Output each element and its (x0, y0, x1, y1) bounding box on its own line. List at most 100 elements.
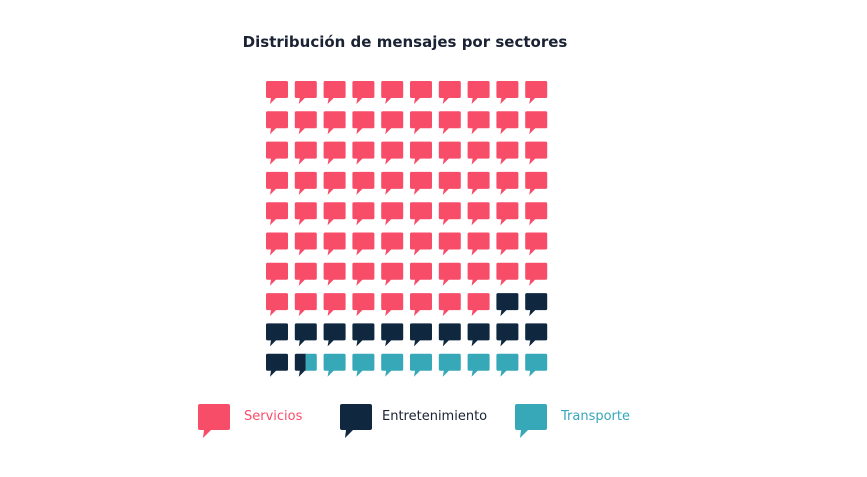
waffle-cell-servicios (381, 171, 404, 195)
waffle-cell-servicios (294, 141, 317, 165)
waffle-cell-servicios (323, 293, 346, 317)
waffle-cell-servicios (352, 293, 375, 317)
waffle-cell-entretenimiento (525, 293, 548, 317)
legend-swatch (340, 404, 372, 438)
waffle-cell-transporte (467, 353, 490, 377)
waffle-cell-servicios (467, 293, 490, 317)
waffle-cell-servicios (525, 111, 548, 135)
waffle-cell-servicios (352, 171, 375, 195)
waffle-cell-servicios (410, 232, 432, 256)
waffle-cell-servicios (467, 111, 490, 135)
waffle-cell-transporte (410, 353, 432, 377)
speech-bubble-icon (198, 404, 230, 438)
legend-swatch (198, 404, 230, 438)
waffle-cell-servicios (352, 141, 375, 165)
waffle-cell-entretenimiento (294, 353, 306, 377)
waffle-cell-servicios (496, 232, 519, 256)
legend-label: Transporte (561, 409, 630, 424)
waffle-cell-servicios (266, 293, 288, 317)
waffle-cell-servicios (352, 262, 375, 286)
waffle-cell-entretenimiento (496, 293, 519, 317)
waffle-cell-transporte (496, 353, 519, 377)
waffle-cell-servicios (323, 171, 346, 195)
waffle-cell-servicios (496, 262, 519, 286)
waffle-cell-servicios (525, 171, 548, 195)
waffle-cell-servicios (525, 81, 548, 104)
waffle-cell-servicios (266, 232, 288, 256)
waffle-cell-servicios (294, 262, 317, 286)
waffle-cell-servicios (467, 232, 490, 256)
legend-label: Servicios (244, 409, 303, 424)
waffle-cell-servicios (438, 232, 461, 256)
speech-bubble-icon (515, 404, 547, 438)
waffle-cell-servicios (381, 293, 404, 317)
waffle-cell-servicios (266, 81, 288, 104)
waffle-cell-servicios (410, 262, 432, 286)
waffle-cell-servicios (323, 141, 346, 165)
waffle-cell-servicios (266, 202, 288, 226)
waffle-cell-transporte (438, 353, 461, 377)
waffle-cell-servicios (525, 262, 548, 286)
waffle-cell-servicios (438, 202, 461, 226)
waffle-cell-entretenimiento (467, 323, 490, 347)
waffle-cell-entretenimiento (294, 323, 317, 347)
waffle-cell-transporte (352, 353, 375, 377)
waffle-cell-servicios (438, 171, 461, 195)
waffle-cell-transporte (525, 353, 548, 377)
waffle-cell-servicios (352, 111, 375, 135)
waffle-cell-servicios (381, 141, 404, 165)
waffle-cell-servicios (294, 171, 317, 195)
waffle-cell-entretenimiento (496, 323, 519, 347)
waffle-cell-servicios (496, 171, 519, 195)
waffle-cell-transporte (323, 353, 346, 377)
waffle-cell-servicios (294, 81, 317, 104)
waffle-cell-servicios (410, 111, 432, 135)
waffle-cell-entretenimiento (266, 353, 288, 377)
waffle-cell-entretenimiento (352, 323, 375, 347)
waffle-cell-servicios (352, 81, 375, 104)
waffle-cell-servicios (323, 232, 346, 256)
waffle-cell-servicios (381, 111, 404, 135)
legend-item-transporte: Transporte (515, 404, 630, 438)
waffle-cell-entretenimiento (410, 323, 432, 347)
waffle-cell-servicios (467, 81, 490, 104)
waffle-cell-servicios (525, 141, 548, 165)
waffle-cell-servicios (381, 232, 404, 256)
waffle-cell-servicios (496, 111, 519, 135)
waffle-cell-servicios (467, 141, 490, 165)
waffle-cell-servicios (266, 111, 288, 135)
waffle-cell-servicios (410, 171, 432, 195)
waffle-cell-servicios (266, 262, 288, 286)
waffle-cell-transporte (381, 353, 404, 377)
waffle-cell-servicios (438, 111, 461, 135)
waffle-cell-servicios (410, 141, 432, 165)
chart-title: Distribución de mensajes por sectores (242, 33, 568, 51)
waffle-cell-servicios (467, 202, 490, 226)
waffle-cell-entretenimiento (438, 323, 461, 347)
waffle-cell-servicios (381, 81, 404, 104)
waffle-cell-entretenimiento (266, 323, 288, 347)
waffle-cell-entretenimiento (525, 323, 548, 347)
waffle-cell-servicios (294, 202, 317, 226)
waffle-cell-servicios (467, 262, 490, 286)
waffle-cell-servicios (438, 293, 461, 317)
waffle-cell-servicios (294, 111, 317, 135)
waffle-cell-servicios (323, 81, 346, 104)
legend-label: Entretenimiento (382, 409, 488, 424)
waffle-cell-servicios (294, 293, 317, 317)
waffle-cell-servicios (496, 81, 519, 104)
waffle-cell-servicios (467, 171, 490, 195)
speech-bubble-icon (340, 404, 372, 438)
waffle-cell-servicios (496, 202, 519, 226)
waffle-cell-entretenimiento (381, 323, 404, 347)
waffle-cell-servicios (525, 232, 548, 256)
waffle-cell-servicios (381, 262, 404, 286)
waffle-cell-servicios (410, 293, 432, 317)
waffle-cell-servicios (352, 202, 375, 226)
waffle-cell-servicios (438, 81, 461, 104)
waffle-cell-servicios (294, 232, 317, 256)
waffle-cell-servicios (381, 202, 404, 226)
waffle-cell-servicios (438, 262, 461, 286)
waffle-cell-servicios (352, 232, 375, 256)
